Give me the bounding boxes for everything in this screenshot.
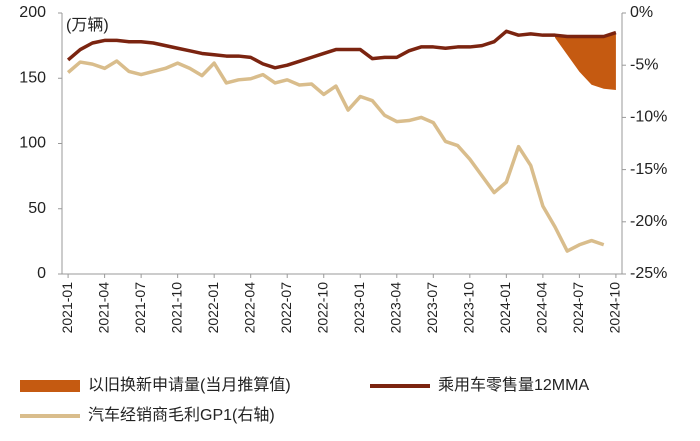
line [66,29,617,70]
area [555,32,616,90]
y-tick-label: 200 [19,4,46,21]
y-tick-label: 100 [19,135,46,152]
y2-tick-label: -15% [630,161,667,178]
x-tick-label: 2021-07 [132,282,148,334]
y-tick-label: 50 [28,200,46,217]
x-tick-label: 2024-04 [534,282,550,334]
x-tick-label: 2022-10 [314,282,330,334]
y2-tick-label: -5% [630,56,658,73]
y2-tick-label: -20% [630,213,667,230]
legend-label: 乘用车零售量12MMA [438,376,589,394]
x-tick-label: 2023-01 [351,282,367,334]
x-tick-label: 2022-01 [205,282,221,334]
x-tick-label: 2024-01 [497,282,513,334]
x-tick-label: 2023-04 [387,282,403,334]
y2-tick-label: -25% [630,265,667,282]
x-tick-label: 2021-01 [59,282,75,334]
line [66,59,605,253]
y2-tick-label: 0% [630,4,653,21]
y-tick-label: 150 [19,69,46,86]
x-tick-label: 2022-07 [278,282,294,334]
x-tick-label: 2021-04 [95,282,111,334]
legend-label: 汽车经销商毛利GP1(右轴) [88,406,275,424]
y2-tick-label: -10% [630,109,667,126]
legend-swatch [20,380,80,392]
x-tick-label: 2024-07 [570,282,586,334]
y-tick-label: 0 [37,265,46,282]
y-axis-label: (万辆) [66,16,109,34]
x-tick-label: 2024-10 [607,282,623,334]
x-tick-label: 2023-07 [424,282,440,334]
legend-label: 以旧换新申请量(当月推算值) [88,375,291,394]
x-tick-label: 2022-04 [241,282,257,334]
x-tick-label: 2023-10 [461,282,477,334]
x-tick-label: 2021-10 [168,282,184,334]
